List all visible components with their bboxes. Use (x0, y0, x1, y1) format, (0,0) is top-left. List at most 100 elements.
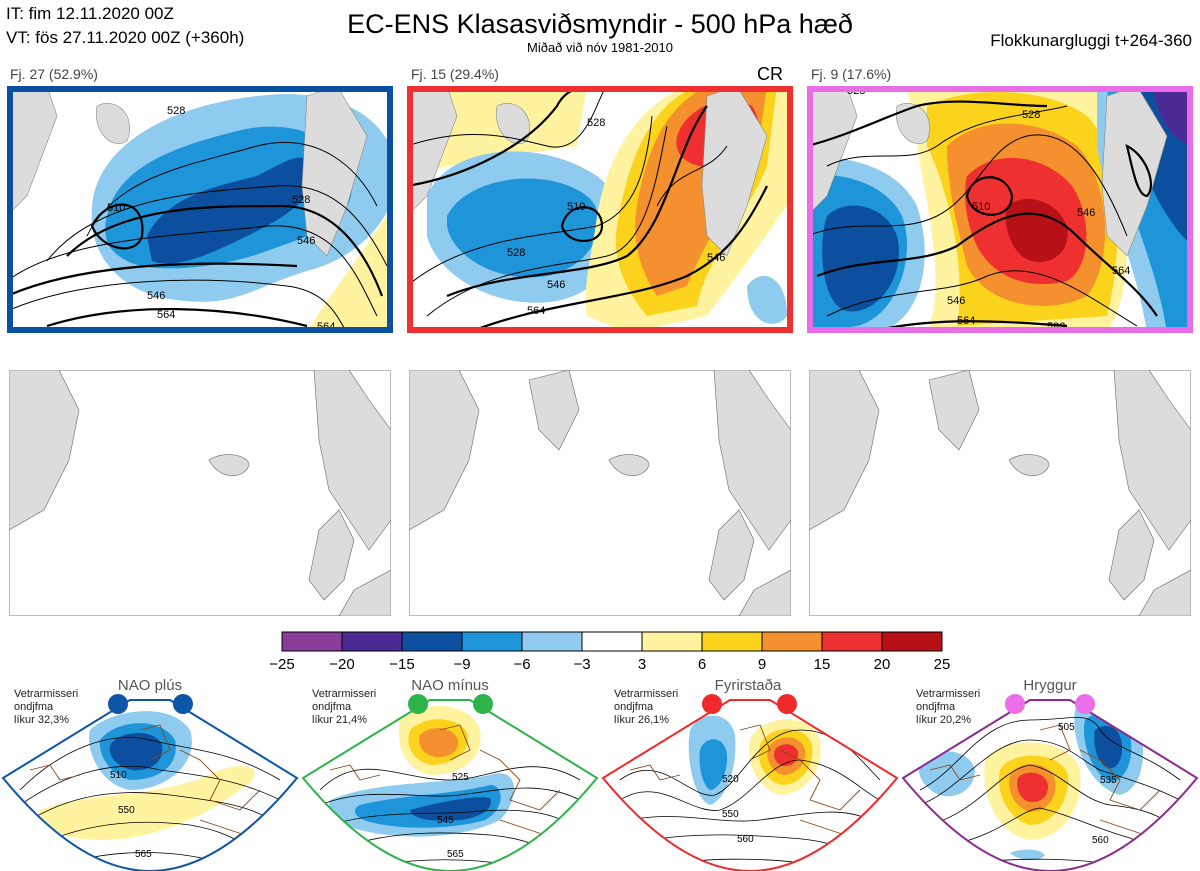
anomaly-neg9-east (1094, 725, 1123, 769)
contour-label: 546 (297, 235, 315, 247)
page-subtitle: Miðað við nóv 1981-2010 (527, 40, 673, 55)
cluster-2-label: Fj. 15 (29.4%) (411, 66, 499, 82)
contour-label: 546 (547, 279, 565, 291)
regime-4-dot (1075, 694, 1095, 714)
regime-season: Vetrarmisseri (14, 688, 79, 700)
anomaly-neg9 (410, 797, 491, 821)
land-europe (338, 569, 391, 616)
cluster-2-frame (407, 86, 793, 333)
cluster-3-frame (807, 86, 1193, 333)
land-europe (738, 569, 791, 616)
contour-label: 528 (587, 117, 605, 129)
colorbar-segment (401, 631, 463, 652)
contour-label: 535 (1100, 775, 1117, 786)
anomaly-neg6 (699, 739, 728, 790)
contour-label: 510 (107, 202, 125, 214)
regime-1-dot (108, 694, 128, 714)
contour-label: 564 (1112, 265, 1130, 277)
anomaly-neg6 (447, 178, 599, 278)
contour-label: 528 (507, 247, 525, 259)
regime-4-dot (1005, 694, 1025, 714)
cluster-map-2: 510 528 528 546 546 564 (407, 86, 793, 333)
land-iceland (608, 454, 650, 476)
regime-season: Vetrarmisseri (614, 688, 679, 700)
colorbar-tick: 9 (757, 656, 767, 673)
contour-label: 564 (157, 309, 175, 321)
base-map-3 (809, 370, 1191, 616)
contour-label: 528 (1022, 109, 1040, 121)
contour-label: 546 (1077, 207, 1095, 219)
land-british-isles (708, 509, 755, 601)
regime-4-info: Vetrarmisseri ondjfma líkur 20,2% (916, 688, 980, 727)
anomaly-neg9 (147, 157, 313, 264)
colorbar-segment (581, 631, 643, 652)
land-scandinavia (313, 370, 391, 551)
colorbar-tick: 3 (637, 656, 647, 673)
colorbar-tick: −25 (269, 656, 295, 673)
regime-months: ondjfma (916, 701, 956, 713)
regime-2-name: NAO mínus (411, 677, 489, 694)
regime-map-ridge: 505 535 560 (901, 699, 1199, 871)
land-svalbard (928, 370, 980, 451)
contour-label: 560 (1092, 835, 1109, 846)
regime-probability: líkur 21,4% (312, 714, 368, 726)
regime-3-name: Fyrirstaða (714, 677, 782, 694)
regime-probability: líkur 32,3% (14, 714, 70, 726)
colorbar-tick: 20 (873, 656, 891, 673)
regime-map-nao-minus: 525 545 565 (301, 699, 599, 871)
anomaly-neg15-east (1152, 89, 1190, 145)
regime-season: Vetrarmisseri (312, 688, 377, 700)
regime-2-dot (408, 694, 428, 714)
land-british-isles (308, 509, 355, 601)
colorbar-tick: −3 (573, 656, 591, 673)
land-scandinavia (701, 89, 768, 257)
base-map-2 (409, 370, 791, 616)
initial-time: IT: fim 12.11.2020 00Z (6, 4, 174, 23)
anomaly-neg3-south (1010, 849, 1045, 861)
colorbar-tick: −15 (389, 656, 415, 673)
contour-label: 560 (737, 834, 754, 845)
contour-label: 510 (567, 201, 585, 213)
base-map-1 (9, 370, 391, 616)
land-greenland (10, 89, 58, 214)
colorbar-segment (821, 631, 883, 652)
cluster-map-1: 510 528 528 546 546 564 564 (7, 86, 393, 333)
regime-4-name: Hryggur (1023, 677, 1077, 694)
regime-months: ondjfma (312, 701, 352, 713)
contour-label: 528 (167, 105, 185, 117)
land-iceland (208, 454, 250, 476)
colorbar-tick: −6 (513, 656, 531, 673)
contour-label: 510 (110, 770, 127, 781)
regime-1-info: Vetrarmisseri ondjfma líkur 32,3% (14, 688, 78, 727)
colorbar-segment (521, 631, 583, 652)
colorbar-segment (341, 631, 403, 652)
contour-label: 565 (135, 849, 152, 860)
land-british-isles (1108, 509, 1155, 601)
anomaly-neg9 (109, 732, 163, 771)
colorbar-tick: 6 (697, 656, 707, 673)
regime-months: ondjfma (614, 701, 654, 713)
contour-label: 564 (317, 321, 335, 333)
regime-2-info: Vetrarmisseri ondjfma líkur 21,4% (312, 688, 376, 727)
colorbar-tick: −9 (453, 656, 471, 673)
colorbar-segment (701, 631, 763, 652)
colorbar (281, 631, 943, 652)
regime-probability: líkur 20,2% (916, 714, 972, 726)
contour-label: 510 (972, 201, 990, 213)
colorbar-segment (641, 631, 703, 652)
regime-season: Vetrarmisseri (916, 688, 981, 700)
regime-1-dot (173, 694, 193, 714)
contour-label: 545 (437, 815, 454, 826)
anomaly-neg3-south (747, 276, 787, 324)
land-greenland (9, 370, 80, 531)
land-greenland (409, 370, 480, 531)
contour-label: 550 (722, 809, 739, 820)
contour-label: 528 (292, 194, 310, 206)
regime-3-info: Vetrarmisseri ondjfma líkur 26,1% (614, 688, 678, 727)
cluster-1-frame (7, 86, 393, 333)
colorbar-tick: 25 (933, 656, 951, 673)
anomaly-neg9 (822, 205, 899, 312)
land-greenland (809, 370, 880, 531)
regime-2-dot (473, 694, 493, 714)
contour-label: 546 (707, 252, 725, 264)
